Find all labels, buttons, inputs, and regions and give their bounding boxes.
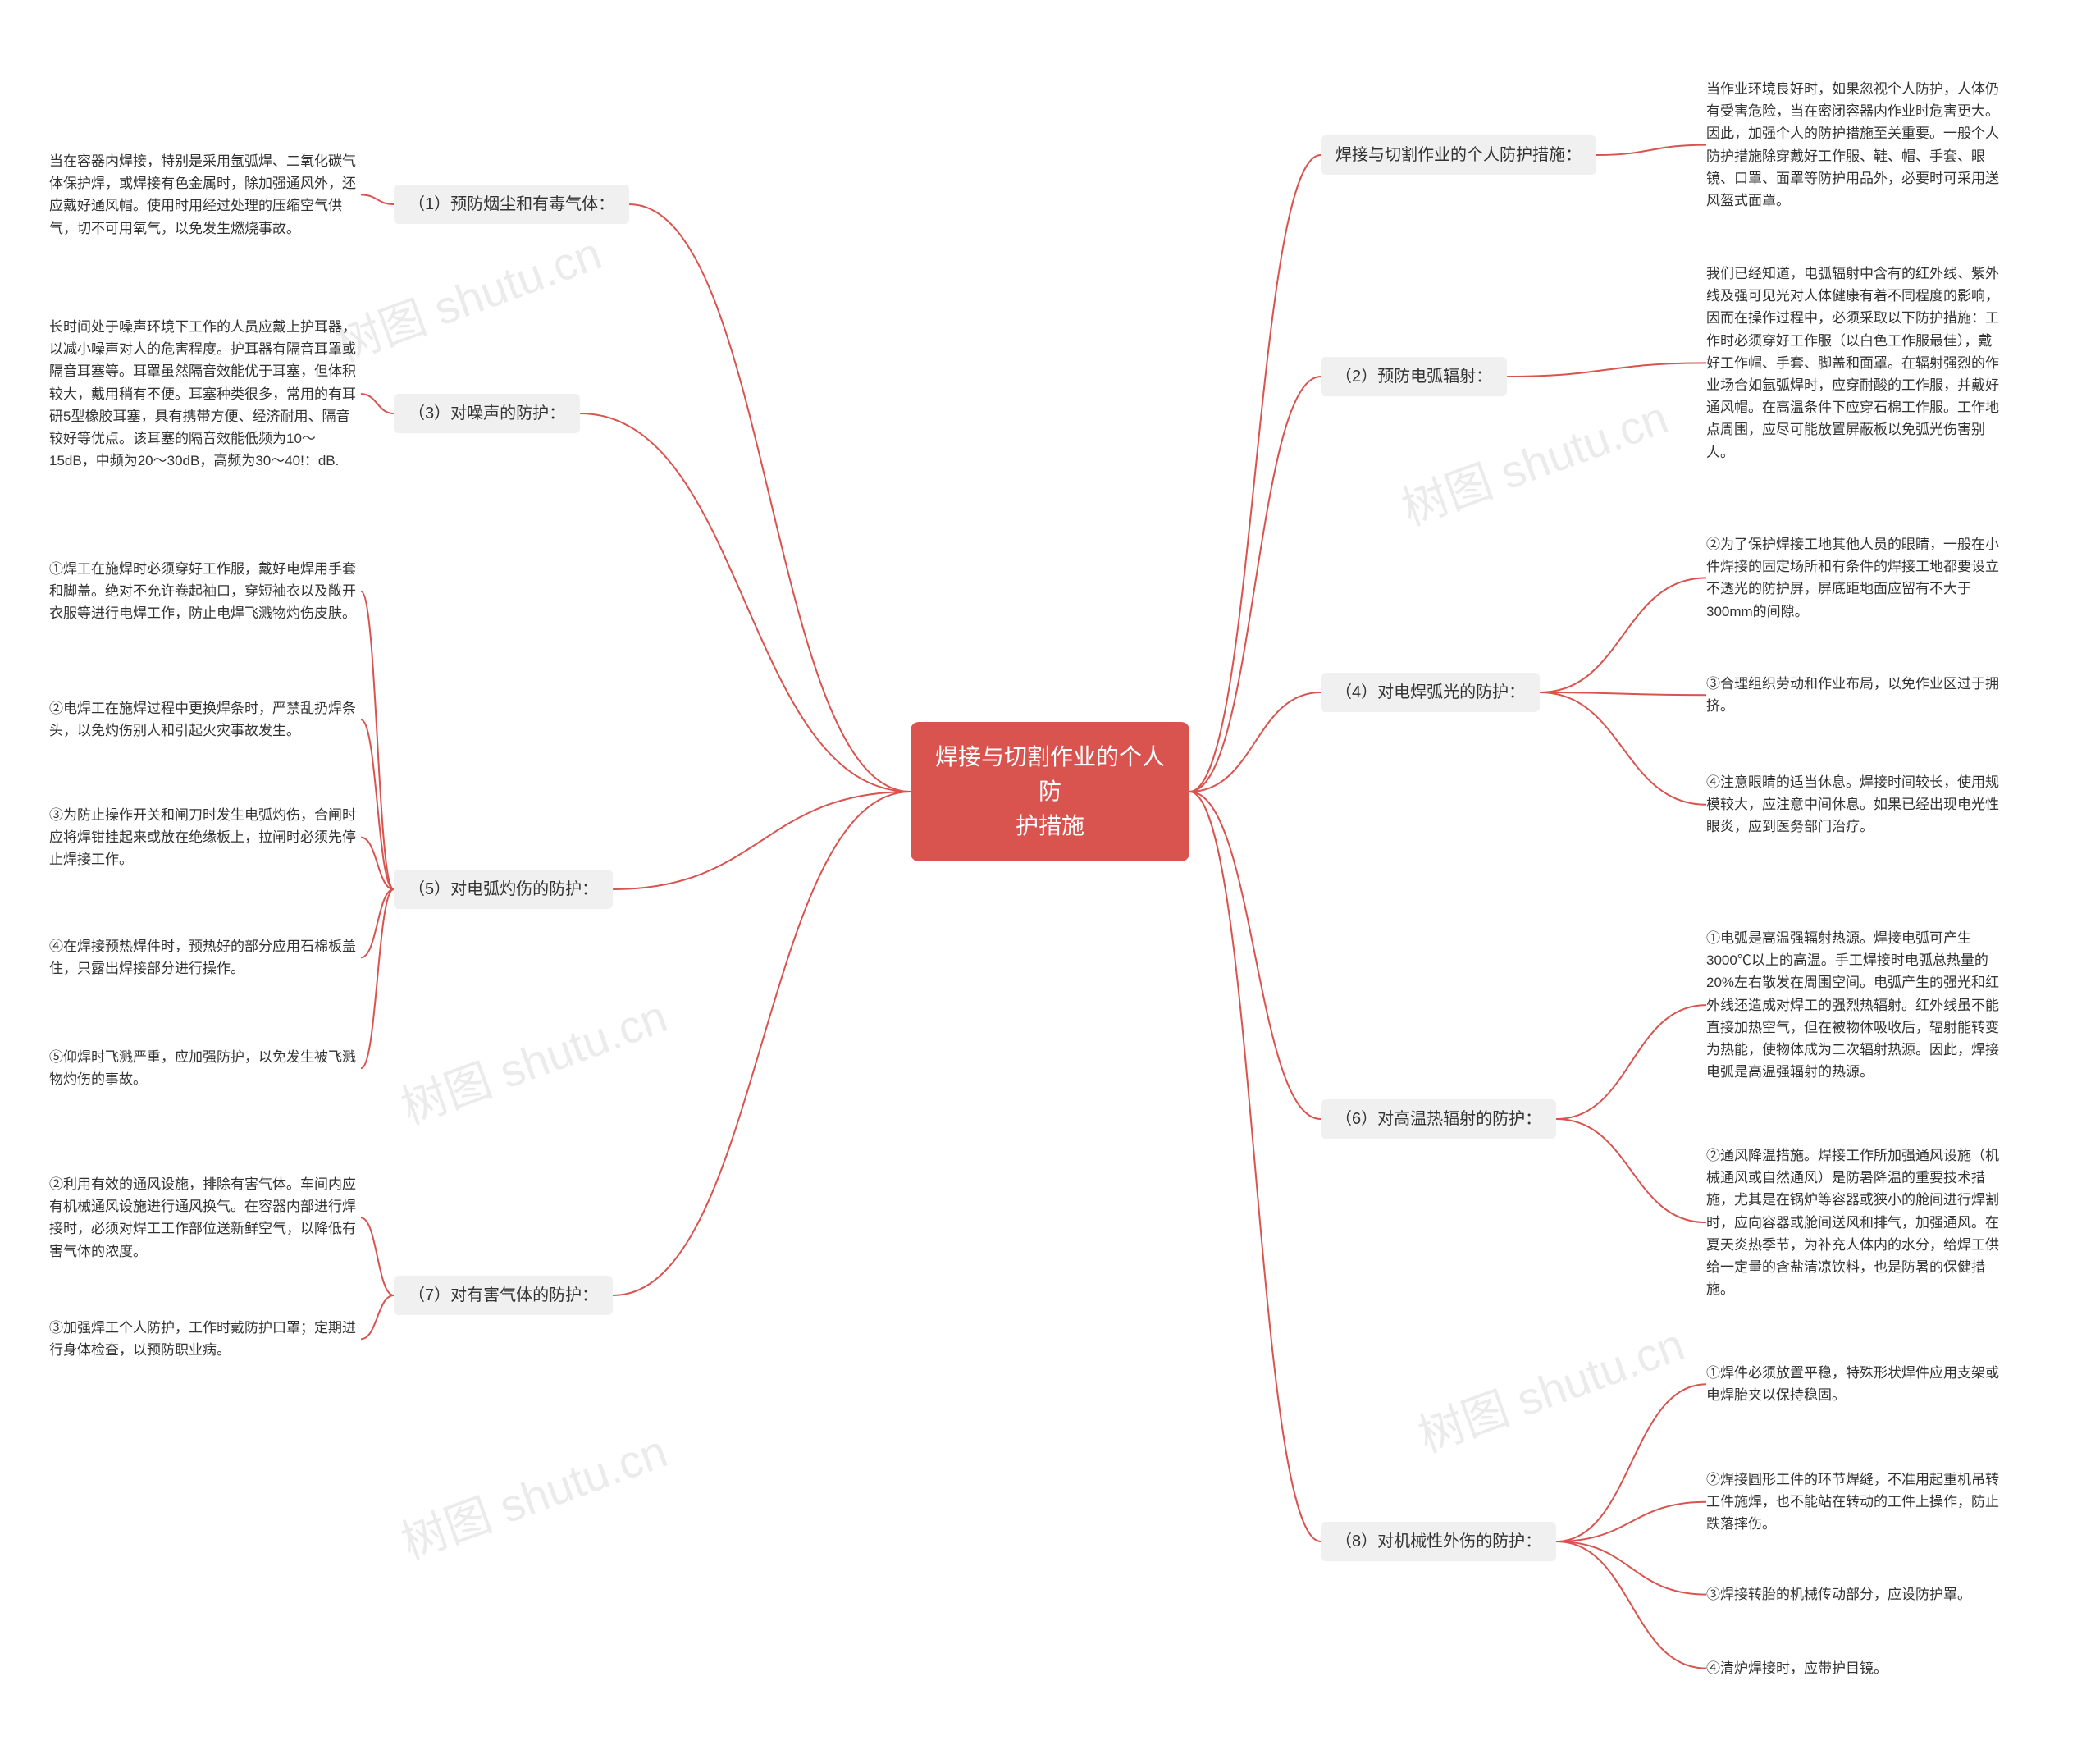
branch-8: （8）对机械性外伤的防护： <box>1321 1522 1556 1561</box>
leaf-1-1: 当在容器内焊接，特别是采用氩弧焊、二氧化碳气体保护焊，或焊接有色金属时，除加强通… <box>49 150 361 240</box>
leaf-6-1: ①电弧是高温强辐射热源。焊接电弧可产生3000℃以上的高温。手工焊接时电弧总热量… <box>1706 927 2002 1083</box>
branch-intro: 焊接与切割作业的个人防护措施： <box>1321 135 1596 175</box>
leaf-4-2: ③合理组织劳动和作业布局，以免作业区过于拥挤。 <box>1706 673 2002 717</box>
leaf-2-1: 我们已经知道，电弧辐射中含有的红外线、紫外线及强可见光对人体健康有着不同程度的影… <box>1706 263 2002 464</box>
leaf-8-4: ④清炉焊接时，应带护目镜。 <box>1706 1657 2002 1679</box>
root-title-line2: 护措施 <box>1016 813 1084 838</box>
leaf-6-2: ②通风降温措施。焊接工作所加强通风设施（机械通风或自然通风）是防暑降温的重要技术… <box>1706 1144 2002 1300</box>
branch-5: （5）对电弧灼伤的防护： <box>394 870 613 909</box>
leaf-7-2: ③加强焊工个人防护，工作时戴防护口罩；定期进行身体检查，以预防职业病。 <box>49 1317 361 1361</box>
leaf-8-3: ③焊接转胎的机械传动部分，应设防护罩。 <box>1706 1583 2002 1605</box>
branch-6: （6）对高温热辐射的防护： <box>1321 1099 1556 1139</box>
watermark: 树图 shutu.cn <box>390 980 675 1137</box>
watermark: 树图 shutu.cn <box>325 217 609 374</box>
leaf-5-3: ③为防止操作开关和闸刀时发生电弧灼伤，合闸时应将焊钳挂起来或放在绝缘板上，拉闸时… <box>49 804 361 871</box>
leaf-4-1: ②为了保护焊接工地其他人员的眼睛，一般在小件焊接的固定场所和有条件的焊接工地都要… <box>1706 533 2002 623</box>
branch-7: （7）对有害气体的防护： <box>394 1276 613 1315</box>
leaf-5-1: ①焊工在施焊时必须穿好工作服，戴好电焊用手套和脚盖。绝对不允许卷起袖口，穿短袖衣… <box>49 558 361 625</box>
leaf-8-1: ①焊件必须放置平稳，特殊形状焊件应用支架或电焊胎夹以保持稳固。 <box>1706 1362 2002 1406</box>
leaf-5-4: ④在焊接预热焊件时，预热好的部分应用石棉板盖住，只露出焊接部分进行操作。 <box>49 935 361 980</box>
root-title-line1: 焊接与切割作业的个人防 <box>935 744 1165 804</box>
watermark: 树图 shutu.cn <box>390 1414 675 1572</box>
watermark: 树图 shutu.cn <box>1391 381 1676 538</box>
branch-1: （1）预防烟尘和有毒气体： <box>394 185 629 224</box>
branch-2: （2）预防电弧辐射： <box>1321 357 1507 396</box>
leaf-intro-1: 当作业环境良好时，如果忽视个人防护，人体仍有受害危险，当在密闭容器内作业时危害更… <box>1706 78 2002 212</box>
leaf-7-1: ②利用有效的通风设施，排除有害气体。车间内应有机械通风设施进行通风换气。在容器内… <box>49 1173 361 1263</box>
leaf-8-2: ②焊接圆形工件的环节焊缝，不准用起重机吊转工件施焊，也不能站在转动的工件上操作，… <box>1706 1468 2002 1536</box>
watermark: 树图 shutu.cn <box>1408 1308 1692 1465</box>
leaf-5-2: ②电焊工在施焊过程中更换焊条时，严禁乱扔焊条头，以免灼伤别人和引起火灾事故发生。 <box>49 697 361 742</box>
leaf-4-3: ④注意眼睛的适当休息。焊接时间较长，使用规模较大，应注意中间休息。如果已经出现电… <box>1706 771 2002 838</box>
root-node: 焊接与切割作业的个人防 护措施 <box>911 722 1189 861</box>
branch-4: （4）对电焊弧光的防护： <box>1321 673 1540 712</box>
leaf-3-1: 长时间处于噪声环境下工作的人员应戴上护耳器，以减小噪声对人的危害程度。护耳器有隔… <box>49 316 361 472</box>
leaf-5-5: ⑤仰焊时飞溅严重，应加强防护，以免发生被飞溅物灼伤的事故。 <box>49 1046 361 1090</box>
branch-3: （3）对噪声的防护： <box>394 394 580 433</box>
